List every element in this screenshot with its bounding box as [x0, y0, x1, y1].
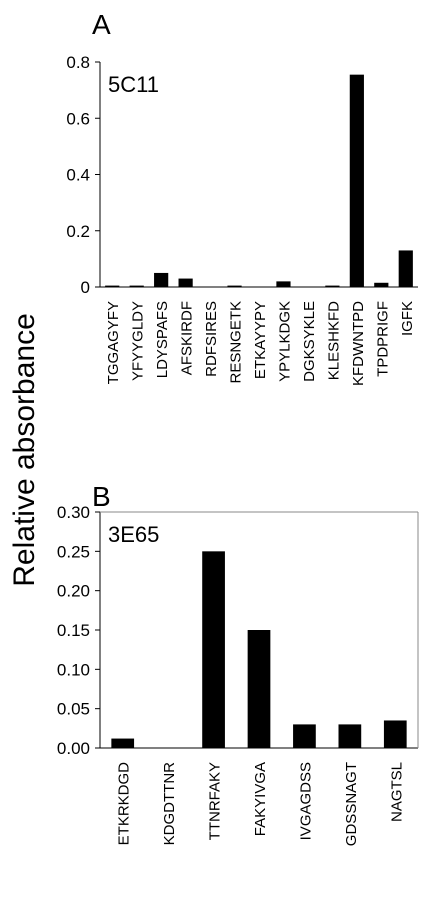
- bar: [178, 278, 193, 287]
- x-tick-label: ETKRKDGD: [116, 762, 133, 846]
- x-tick-label: KDGDTTNR: [161, 762, 178, 845]
- y-tick-label: 0.15: [57, 621, 90, 640]
- x-tick-label: YPYLKDGK: [276, 301, 293, 382]
- x-tick-label: FAKYIVGA: [252, 762, 269, 836]
- bar: [111, 738, 135, 748]
- bar: [202, 551, 225, 748]
- y-tick-label: 0.20: [57, 582, 90, 601]
- y-tick-label: 0.00: [57, 739, 90, 758]
- bar: [276, 281, 291, 287]
- bar: [105, 285, 120, 287]
- y-axis-label: Relative absorbance: [8, 313, 41, 587]
- bar: [293, 724, 316, 748]
- x-tick-label: KLESHKFD: [325, 301, 342, 380]
- x-tick-label: YFYYGLDY: [130, 301, 147, 381]
- x-tick-label: IGFK: [399, 301, 416, 336]
- panel-annotation: 3E65: [108, 522, 159, 547]
- y-tick-label: 0.10: [57, 660, 90, 679]
- y-tick-label: 0.4: [66, 166, 90, 185]
- panel-letter: B: [92, 481, 111, 512]
- y-tick-label: 0.6: [66, 109, 90, 128]
- y-tick-label: 0.05: [57, 700, 90, 719]
- bar: [374, 282, 389, 287]
- bar: [383, 720, 407, 748]
- y-tick-label: 0.2: [66, 222, 90, 241]
- bar: [398, 250, 413, 287]
- x-tick-label: TPDPRIGF: [374, 301, 391, 377]
- bar: [338, 724, 362, 748]
- panel-letter: A: [92, 9, 111, 40]
- y-tick-label: 0.25: [57, 542, 90, 561]
- x-tick-label: RDFSIRES: [203, 301, 220, 377]
- bar: [325, 285, 340, 287]
- x-tick-label: AFSKIRDF: [179, 301, 196, 375]
- x-tick-label: ETKAYYPY: [252, 301, 269, 379]
- x-tick-label: GDSSNAGT: [343, 762, 360, 846]
- x-tick-label: TGGAGYFY: [105, 301, 122, 384]
- x-tick-label: LDYSPAFS: [154, 301, 171, 378]
- x-tick-label: NAGTSL: [388, 762, 405, 822]
- y-tick-label: 0: [81, 278, 90, 297]
- panel-annotation: 5C11: [108, 72, 159, 97]
- bar: [247, 630, 271, 748]
- bar: [349, 74, 364, 287]
- bar: [129, 285, 144, 287]
- y-tick-label: 0.8: [66, 53, 90, 72]
- x-tick-label: DGKSYKLE: [301, 301, 318, 382]
- x-tick-label: KFDWNTPD: [350, 301, 367, 386]
- bar: [227, 285, 242, 287]
- x-tick-label: TTNRFAKY: [207, 762, 224, 840]
- x-tick-label: IVGAGDSS: [297, 762, 314, 840]
- x-tick-label: RESNGETK: [228, 301, 245, 384]
- y-tick-label: 0.30: [57, 503, 90, 522]
- bar: [154, 272, 169, 287]
